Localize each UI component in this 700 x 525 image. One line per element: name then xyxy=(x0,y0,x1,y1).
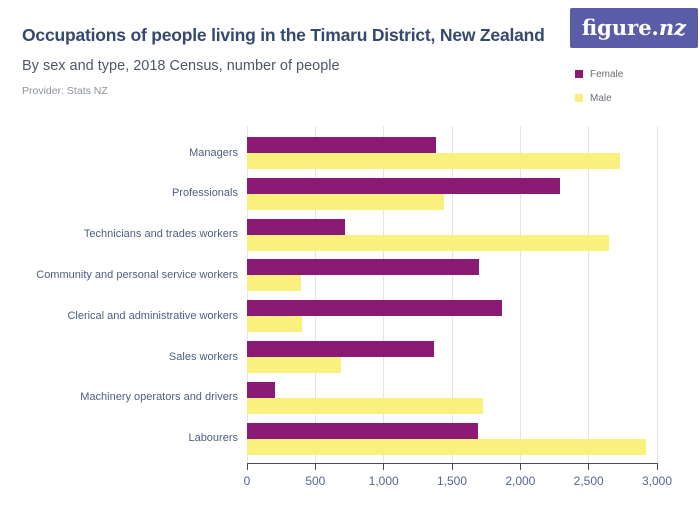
gridline xyxy=(314,126,316,464)
category-label: Labourers xyxy=(188,432,238,445)
category-label: Clerical and administrative workers xyxy=(67,309,238,322)
gridline xyxy=(451,126,453,464)
bar-female-5 xyxy=(247,300,503,317)
bar-male-8 xyxy=(247,438,646,455)
logo-text-suffix: nz xyxy=(658,15,687,40)
axis-tick-label: 3,000 xyxy=(641,474,673,488)
bar-female-2 xyxy=(247,177,560,194)
axis-tick xyxy=(656,464,658,470)
axis-tick-label: 2,500 xyxy=(573,474,604,488)
bar-male-7 xyxy=(247,397,483,414)
category-label: Community and personal service workers xyxy=(36,268,238,281)
bar-male-4 xyxy=(247,275,301,292)
category-label: Managers xyxy=(189,146,238,159)
legend-label-male: Male xyxy=(590,92,612,104)
legend-swatch-female-icon xyxy=(575,70,583,78)
gridline xyxy=(519,126,521,464)
bar-female-8 xyxy=(247,422,478,439)
axis-tick-label: 2,000 xyxy=(505,474,536,488)
chart-legend: Female Male xyxy=(575,66,623,114)
axis-tick xyxy=(314,464,316,470)
bar-female-3 xyxy=(247,218,345,235)
bar-male-6 xyxy=(247,357,341,374)
bar-male-5 xyxy=(247,316,303,333)
bar-male-1 xyxy=(247,153,620,169)
axis-tick-label: 0 xyxy=(243,474,251,488)
axis-tick xyxy=(588,464,590,470)
legend-swatch-male-icon xyxy=(575,94,583,102)
page-title: Occupations of people living in the Tima… xyxy=(22,25,545,45)
bar-female-1 xyxy=(247,137,437,153)
axis-tick xyxy=(519,464,521,470)
axis-tick xyxy=(246,464,248,470)
category-label: Machinery operators and drivers xyxy=(80,391,238,404)
bar-male-3 xyxy=(247,234,610,251)
axis-tick-label: 1,500 xyxy=(436,474,468,488)
legend-label-female: Female xyxy=(590,68,624,80)
bar-female-4 xyxy=(247,259,479,276)
gridline xyxy=(383,126,385,464)
chart-subtitle: By sex and type, 2018 Census, number of … xyxy=(22,58,340,74)
plot-area xyxy=(246,126,658,464)
category-label: Technicians and trades workers xyxy=(83,228,238,241)
gridline xyxy=(656,126,658,464)
legend-item-female: Female xyxy=(575,66,623,82)
bar-female-7 xyxy=(247,381,275,398)
legend-item-male: Male xyxy=(575,90,623,106)
axis-tick xyxy=(383,464,385,470)
x-axis-line xyxy=(247,463,658,464)
gridline xyxy=(246,126,248,464)
bar-female-6 xyxy=(247,341,434,358)
x-axis: 0 500 1,000 1,500 2,000 2,500 3,000 xyxy=(244,464,672,504)
axis-tick xyxy=(451,464,453,470)
gridline xyxy=(588,126,590,464)
axis-tick-label: 1,000 xyxy=(368,474,399,488)
axis-tick-label: 500 xyxy=(305,474,326,488)
category-labels: Managers Professionals Technicians and tra… xyxy=(0,0,238,525)
figurenz-logo[interactable]: figure.nz xyxy=(570,8,698,48)
category-label: Sales workers xyxy=(168,350,238,363)
provider-credit: Provider: Stats NZ xyxy=(22,85,108,97)
bar-male-2 xyxy=(247,193,445,210)
logo-text-main: figure. xyxy=(581,15,659,40)
category-label: Professionals xyxy=(171,187,238,200)
